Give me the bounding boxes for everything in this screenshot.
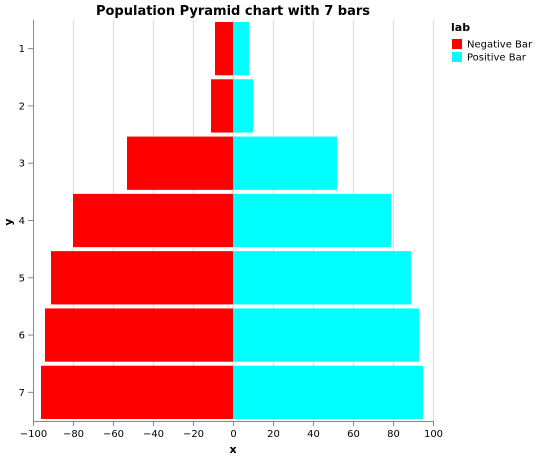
negative-bar [215, 22, 233, 76]
negative-bar [127, 136, 233, 190]
negative-bar [73, 193, 233, 248]
y-tick-label: 1 [19, 44, 25, 55]
y-tick-label: 4 [19, 216, 25, 227]
x-tick-label: 60 [347, 429, 360, 440]
legend: lab Negative Bar Positive Bar [451, 21, 533, 64]
y-tick-label: 3 [19, 159, 25, 170]
x-axis-title: x [229, 443, 236, 456]
x-tick-label: 20 [267, 429, 280, 440]
positive-bar [233, 365, 423, 419]
positive-bar [233, 251, 411, 305]
legend-label: Positive Bar [467, 53, 527, 64]
x-tick-label: −80 [63, 429, 84, 440]
x-tick-label: 40 [307, 429, 320, 440]
x-tick-label: 0 [230, 429, 236, 440]
y-axis-title: y [2, 218, 15, 225]
positive-bar [233, 308, 419, 362]
legend-title: lab [451, 21, 470, 34]
legend-swatch [452, 52, 462, 62]
negative-bar [45, 308, 233, 362]
legend-swatch [452, 39, 462, 49]
x-tick-label: 100 [424, 429, 443, 440]
x-tick-label: 80 [387, 429, 400, 440]
positive-bar [233, 193, 391, 248]
y-tick-label: 2 [19, 101, 25, 112]
y-tick-label: 6 [19, 331, 25, 342]
x-tick-label: −100 [20, 429, 47, 440]
bars [41, 22, 423, 419]
axes: 1 2 3 4 5 6 7 −100 −80 −60 −40 −20 0 20 40 60 80 100 [19, 20, 443, 440]
chart-title: Population Pyramid chart with 7 bars [96, 4, 370, 19]
y-tick-label: 5 [19, 273, 25, 284]
positive-bar [233, 136, 337, 190]
negative-bar [211, 79, 233, 133]
x-tick-label: −60 [103, 429, 124, 440]
legend-label: Negative Bar [467, 40, 533, 51]
negative-bar [51, 251, 233, 305]
x-tick-label: −40 [143, 429, 164, 440]
negative-bar [41, 365, 233, 419]
x-tick-label: −20 [183, 429, 204, 440]
positive-bar [233, 79, 253, 133]
y-tick-label: 7 [19, 388, 25, 399]
positive-bar [233, 22, 249, 76]
